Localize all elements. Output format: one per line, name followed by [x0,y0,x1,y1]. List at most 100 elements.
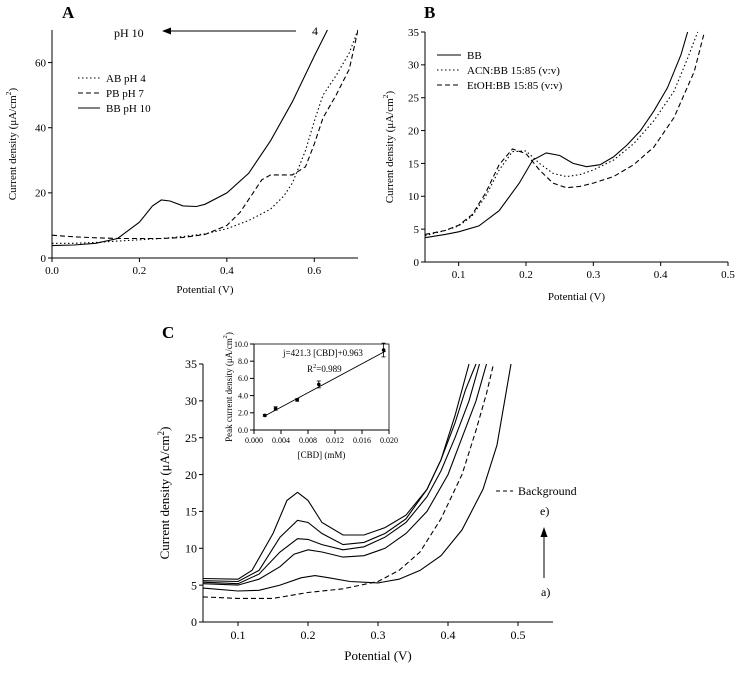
panel-c-x-tick-label: 0.1 [231,628,246,642]
inset-frame [253,343,390,431]
inset-r-squared-label: R [307,364,313,374]
panel-c-y-tick-label: 5 [191,578,197,592]
panel-c-y-tick-label: 10 [185,541,197,555]
panel-b-x-tick-label: 0.1 [452,269,466,281]
panel-label-a: A [62,3,75,22]
panel-c-x-tick-label: 0.2 [301,628,316,642]
panel-a-y-axis-title-main: Current density (μA/cm [7,95,19,200]
panel-c-background-label: Background [518,484,577,498]
panel-b-y-axis-title-sup: 2 [381,94,390,98]
panel-a-panel: 0.0 0.2 0.4 0.6 0 20 40 60 Potential (V) Current … [4,24,358,296]
panel-b-y-tick-label: 20 [408,125,420,137]
panel-b-y-tick-label: 35 [408,27,420,39]
panel-c-y-tick-label: 20 [185,468,197,482]
panel-a-legend-label: BB pH 10 [106,103,151,115]
panel-b-series-line-1 [425,31,699,237]
inset-x-tick-label: 0.000 [245,436,263,445]
panel-c-y-tick-label: 30 [185,394,197,408]
panel-a-y-axis-title: Current density (μA/cm2) [4,87,19,200]
panel-label-c: C [162,323,174,342]
panel-a-x-tick-label: 0.0 [45,265,59,277]
inset-r-squared-value: =0.989 [316,364,342,374]
inset-y-tick-label: 0.0 [238,426,248,435]
panel-a-y-tick-label: 40 [35,123,47,135]
panel-b-y-tick-label: 30 [408,60,420,72]
inset-y-tick-label: 2.0 [238,409,248,418]
inset-x-tick-label: 0.004 [272,436,290,445]
panel-c-y-tick-label: 25 [185,431,197,445]
panel-b-y-tick-label: 15 [408,158,420,170]
panel-c-label-e: e) [540,504,549,518]
panel-c-series-line-1 [203,363,512,592]
panel-c-x-tick-label: 0.5 [511,628,526,642]
inset-x-tick-label: 0.020 [380,436,398,445]
inset-x-axis-title: [CBD] (mM) [298,450,346,460]
panel-a-x-tick-label: 0.6 [307,265,321,277]
panel-b-x-tick-label: 0.2 [519,269,533,281]
inset-r-squared: R2=0.989 [307,363,342,374]
panel-b-y-tick-label: 10 [408,191,420,203]
panel-b-legend-label: BB [467,50,482,62]
panel-c-x-axis-title: Potential (V) [344,648,412,663]
inset-x-tick-label: 0.008 [299,436,317,445]
panel-a-legend-label: AB pH 4 [106,73,146,85]
panel-a-series-line-0 [52,29,358,244]
panel-c-y-axis-title-main: Current density (μA/cm [157,435,172,559]
panel-a-x-tick-label: 0.2 [133,265,147,277]
panel-b-panel: 0.1 0.2 0.3 0.4 0.5 0 5 10 15 20 25 30 35 Potential (… [381,27,735,303]
inset-y-axis-title-main: Peak current density (μA/cm [224,338,234,442]
panel-b-y-tick-label: 25 [408,93,420,105]
inset-data-point [263,413,267,418]
panel-c-series-line-4 [203,363,477,583]
inset-data-point [381,348,386,352]
panel-c-series-line-2 [203,363,488,586]
panel-c-series-line-5 [203,363,470,580]
panel-b-series-line-2 [425,31,705,235]
panel-a-x-axis-title: Potential (V) [176,284,233,296]
panel-label-b: B [424,3,435,22]
panel-b-y-axis-title-end: ) [384,90,396,94]
panel-c-y-tick-label: 35 [185,357,197,371]
inset-y-tick-label: 6.0 [238,374,248,383]
inset-y-tick-label: 8.0 [238,357,248,366]
inset-y-tick-label: 10.0 [234,340,248,349]
panel-c-series-line-3 [203,363,481,585]
panel-a-y-axis-title-sup: 2 [4,91,13,95]
panel-b-series-line-0 [425,31,689,239]
inset-r-squared-sup: 2 [313,363,316,370]
inset-data-point [317,382,321,387]
inset-data-point [295,398,300,402]
inset-y-axis-title: Peak current density (μA/cm2) [222,332,234,442]
panel-b-x-tick-label: 0.4 [654,269,668,281]
panel-b-x-tick-label: 0.5 [721,269,735,281]
panel-c-label-a: a) [541,585,550,599]
panel-b-x-tick-label: 0.3 [586,269,600,281]
panel-a-series-line-1 [52,29,358,240]
panel-b-legend-label: ACN:BB 15:85 (v:v) [467,65,560,77]
panel-c-y-axis-title-sup: 2 [156,430,166,435]
inset-y-axis-title-sup: 2 [222,335,229,338]
panel-c-x-tick-label: 0.4 [441,628,456,642]
panel-a-y-tick-label: 20 [35,188,47,200]
inset-data-point [273,406,278,411]
panel-a-y-tick-label: 0 [41,253,47,265]
panel-b-legend-label: EtOH:BB 15:85 (v:v) [467,80,563,92]
panel-a-ph-label-right: 4 [312,24,318,38]
inset-equation: j=421.3 [CBD]+0.963 [282,348,363,358]
panel-b-y-tick-label: 0 [414,257,420,269]
inset-y-tick-label: 4.0 [238,391,248,400]
panel-a-series-line-2 [52,29,328,247]
inset-fit-line [263,350,386,417]
panel-c-panel: 0.1 0.2 0.3 0.4 0.5 0 5 10 15 20 25 30 35 Potential (… [156,357,577,663]
inset-panel: 0.000 0.004 0.008 0.012 0.016 0.020 0.0 2.0 4.0 6… [222,332,398,460]
panel-c-y-tick-label: 0 [191,615,197,629]
panel-b-y-tick-label: 5 [414,224,420,236]
panel-b-x-axis-title: Potential (V) [548,291,605,303]
panel-a-y-axis-title-end: ) [7,87,19,91]
panel-c-y-axis-title-end: ) [157,427,172,431]
panel-c-arrowhead [540,527,548,537]
panel-c-series-line-0 [203,363,495,599]
panel-c-y-axis-title: Current density (μA/cm2) [156,427,172,560]
